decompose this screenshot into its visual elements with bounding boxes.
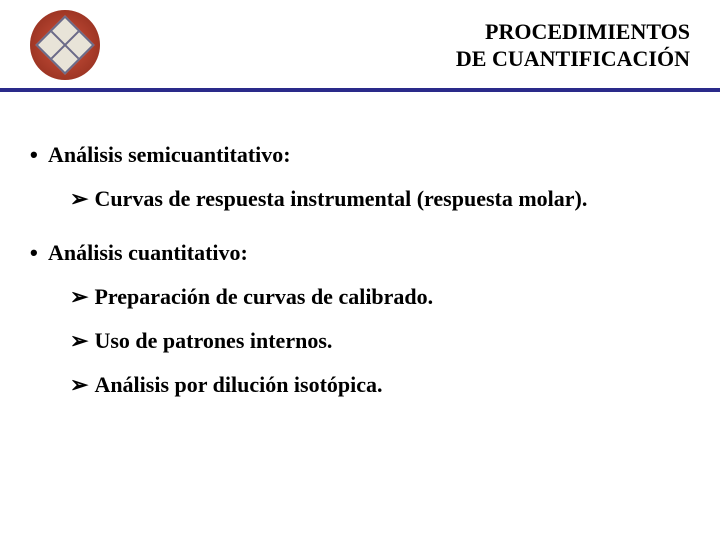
section-heading: • Análisis cuantitativo:	[30, 240, 690, 266]
slide-header: PROCEDIMIENTOS DE CUANTIFICACIÓN	[0, 0, 720, 92]
section-heading-text: Análisis cuantitativo:	[48, 240, 248, 265]
title-line-1: PROCEDIMIENTOS	[456, 18, 690, 46]
arrow-icon: ➢	[70, 284, 88, 310]
arrow-icon: ➢	[70, 186, 88, 212]
arrow-icon: ➢	[70, 328, 88, 354]
list-item-text: Uso de patrones internos.	[94, 328, 332, 354]
slide-title: PROCEDIMIENTOS DE CUANTIFICACIÓN	[456, 18, 690, 73]
list-item-text: Curvas de respuesta instrumental (respue…	[94, 186, 587, 212]
list-item: ➢ Análisis por dilución isotópica.	[70, 372, 690, 398]
bullet-icon: •	[30, 240, 38, 266]
logo-shield-icon	[35, 15, 94, 74]
slide-content: • Análisis semicuantitativo: ➢ Curvas de…	[0, 92, 720, 398]
bullet-icon: •	[30, 142, 38, 168]
list-item: ➢ Uso de patrones internos.	[70, 328, 690, 354]
title-line-2: DE CUANTIFICACIÓN	[456, 45, 690, 73]
section-heading-text: Análisis semicuantitativo:	[48, 142, 291, 167]
section-heading: • Análisis semicuantitativo:	[30, 142, 690, 168]
list-item: ➢ Curvas de respuesta instrumental (resp…	[70, 186, 690, 212]
arrow-icon: ➢	[70, 372, 88, 398]
institution-logo	[30, 10, 100, 80]
list-item-text: Preparación de curvas de calibrado.	[94, 284, 433, 310]
list-item-text: Análisis por dilución isotópica.	[94, 372, 382, 398]
list-item: ➢ Preparación de curvas de calibrado.	[70, 284, 690, 310]
